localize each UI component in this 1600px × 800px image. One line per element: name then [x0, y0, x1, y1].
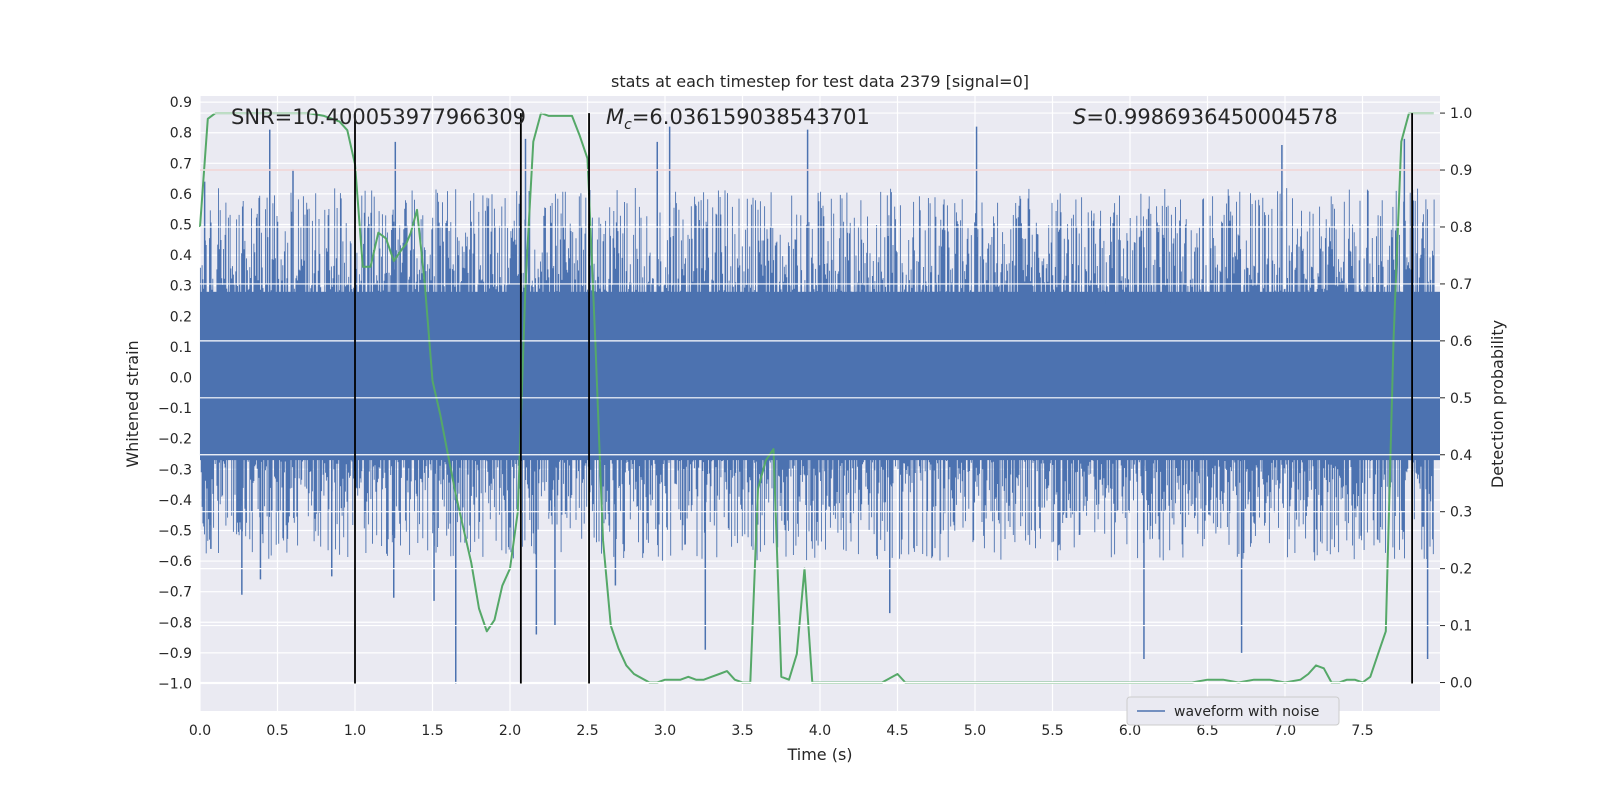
- significance-symbol: S: [1073, 105, 1086, 129]
- x-tick-label: 0.5: [266, 723, 288, 739]
- y-right-tick-label: 0.9: [1450, 163, 1472, 179]
- x-tick-label: 3.5: [731, 723, 753, 739]
- vertical-markers: [354, 113, 1413, 684]
- y-tick-label: 0.4: [170, 248, 192, 264]
- probability-series: [199, 112, 1434, 684]
- x-tick-label: 5.0: [964, 723, 986, 739]
- y-tick-label: 0.3: [170, 279, 192, 295]
- significance-annotation: S=0.9986936450004578: [1073, 105, 1338, 129]
- x-tick-labels: 0.0 0.5 1.0 1.5 2.0 2.5 3.0 3.5 4.0 4.5 5.0 5.5 6.0 6…: [189, 723, 1374, 739]
- x-tick-label: 6.0: [1119, 723, 1141, 739]
- x-tick-label: 0.0: [189, 723, 211, 739]
- y-tick-label: 0.7: [170, 156, 192, 172]
- chart-title: stats at each timestep for test data 237…: [611, 72, 1029, 91]
- chirp-mass-annotation: Mc=6.036159038543701: [606, 105, 870, 133]
- x-axis-label: Time (s): [786, 745, 852, 764]
- y-tick-label: −0.5: [158, 523, 192, 539]
- y-right-tick-label: 0.4: [1450, 448, 1472, 464]
- y-tick-label: 0.1: [170, 340, 192, 356]
- y-tick-label: −0.8: [158, 615, 192, 631]
- y-tick-labels: 0.9 0.8 0.7 0.6 0.5 0.4 0.3 0.2 0.1 0.0 −0.1 −0.2 −0…: [158, 95, 192, 692]
- y-tick-label: 0.0: [170, 370, 192, 386]
- y-tick-label: −0.2: [158, 432, 192, 448]
- y-tick-label: −1.0: [158, 676, 192, 692]
- y-right-tick-label: 0.5: [1450, 391, 1472, 407]
- y-tick-label: 0.8: [170, 126, 192, 142]
- probability-line: [199, 112, 1434, 684]
- chirp-mass-value: =6.036159038543701: [632, 105, 870, 129]
- snr-annotation: SNR=10.400053977966309: [231, 105, 526, 129]
- y-right-tick-label: 0.6: [1450, 334, 1472, 350]
- x-tick-label: 4.5: [886, 723, 908, 739]
- y-tick-label: −0.7: [158, 585, 192, 601]
- x-tick-label: 7.0: [1274, 723, 1296, 739]
- y-tick-label: −0.9: [158, 646, 192, 662]
- y-right-tick-label: 0.3: [1450, 505, 1472, 521]
- legend: waveform with noise: [1126, 696, 1340, 726]
- x-tick-label: 4.0: [809, 723, 831, 739]
- x-tick-label: 1.5: [421, 723, 443, 739]
- waveform-noise: [199, 188, 1436, 561]
- y-tick-label: −0.6: [158, 554, 192, 570]
- y-right-axis-label: Detection probability: [1488, 320, 1507, 488]
- y-axis-label: Whitened strain: [123, 340, 142, 467]
- x-tick-label: 3.0: [654, 723, 676, 739]
- waveform-series: [199, 126, 1440, 684]
- y-right-tick-label: 1.0: [1450, 106, 1472, 122]
- x-tick-label: 6.5: [1196, 723, 1218, 739]
- right-axis-gridlines: [200, 112, 1440, 684]
- x-tick-label: 2.0: [499, 723, 521, 739]
- y-tick-label: −0.4: [158, 493, 192, 509]
- y-right-tick-label: 0.8: [1450, 220, 1472, 236]
- x-tick-label: 2.5: [576, 723, 598, 739]
- y-right-tick-label: 0.0: [1450, 676, 1472, 692]
- y-tick-label: 0.9: [170, 95, 192, 111]
- legend-box: [1126, 696, 1340, 726]
- y-tick-label: −0.3: [158, 462, 192, 478]
- x-tick-label: 7.5: [1351, 723, 1373, 739]
- y-right-tick-label: 0.7: [1450, 277, 1472, 293]
- y-tick-label: 0.6: [170, 187, 192, 203]
- chirp-mass-symbol: M: [606, 105, 624, 129]
- y-right-tick-labels: 1.0 0.9 0.8 0.7 0.6 0.5 0.4 0.3 0.2 0.1 0.0: [1440, 106, 1472, 692]
- y-tick-label: 0.2: [170, 309, 192, 325]
- legend-label: waveform with noise: [1174, 704, 1319, 720]
- y-tick-label: −0.1: [158, 401, 192, 417]
- y-right-tick-label: 0.2: [1450, 562, 1472, 578]
- x-tick-label: 5.5: [1041, 723, 1063, 739]
- y-tick-label: 0.5: [170, 218, 192, 234]
- x-tick-label: 1.0: [344, 723, 366, 739]
- significance-value: =0.9986936450004578: [1086, 105, 1337, 129]
- y-right-tick-label: 0.1: [1450, 619, 1472, 635]
- chirp-mass-subscript: c: [624, 117, 632, 133]
